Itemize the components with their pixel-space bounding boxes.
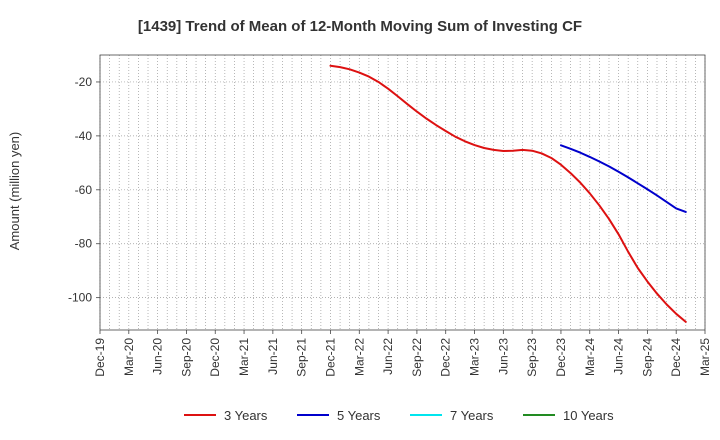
x-tick-label: Dec-23 [554,338,568,377]
x-tick-label: Mar-20 [122,338,136,376]
x-tick-label: Dec-24 [669,338,683,377]
axes [99,54,706,331]
y-tick-label: -60 [75,183,93,197]
legend-label: 3 Years [224,408,268,423]
x-tick-label: Jun-20 [151,338,165,375]
x-tick-label: Dec-19 [93,338,107,377]
y-tick-label: -80 [75,237,93,251]
x-axis-ticks: Dec-19 Mar-20 Jun-20 Sep-20 Dec-20 Mar-21 Jun-… [93,330,712,377]
x-tick-label: Jun-24 [612,338,626,375]
x-tick-label: Dec-20 [208,338,222,377]
x-tick-label: Sep-21 [295,338,309,377]
y-axis-label: Amount (million yen) [7,132,22,251]
x-tick-label: Sep-23 [525,338,539,377]
x-tick-label: Sep-22 [410,338,424,377]
legend-label: 10 Years [563,408,614,423]
y-tick-label: -100 [68,291,92,305]
x-tick-label: Sep-24 [640,338,654,377]
y-tick-label: -20 [75,75,93,89]
legend: 3 Years 5 Years 7 Years 10 Years [184,408,614,423]
series-line-5-years [559,144,687,213]
x-tick-label: Dec-21 [323,338,337,377]
series-lines [329,64,687,323]
legend-label: 5 Years [337,408,381,423]
y-axis-ticks: -20 -40 -60 -80 -100 [68,75,100,305]
x-tick-label: Sep-20 [179,338,193,377]
x-tick-label: Mar-25 [698,338,712,376]
plot-frame [99,54,706,331]
x-tick-label: Jun-22 [381,338,395,375]
chart-title: [1439] Trend of Mean of 12-Month Moving … [138,18,582,35]
x-tick-label: Jun-23 [496,338,510,375]
x-tick-label: Jun-21 [266,338,280,375]
y-tick-label: -40 [75,129,93,143]
x-tick-label: Mar-22 [352,338,366,376]
x-tick-label: Dec-22 [439,338,453,377]
x-tick-label: Mar-24 [583,338,597,376]
legend-label: 7 Years [450,408,494,423]
x-tick-label: Mar-23 [468,338,482,376]
series-line-3-years [329,64,687,323]
x-tick-label: Mar-21 [237,338,251,376]
grid [99,55,706,330]
plot-area [100,55,705,330]
